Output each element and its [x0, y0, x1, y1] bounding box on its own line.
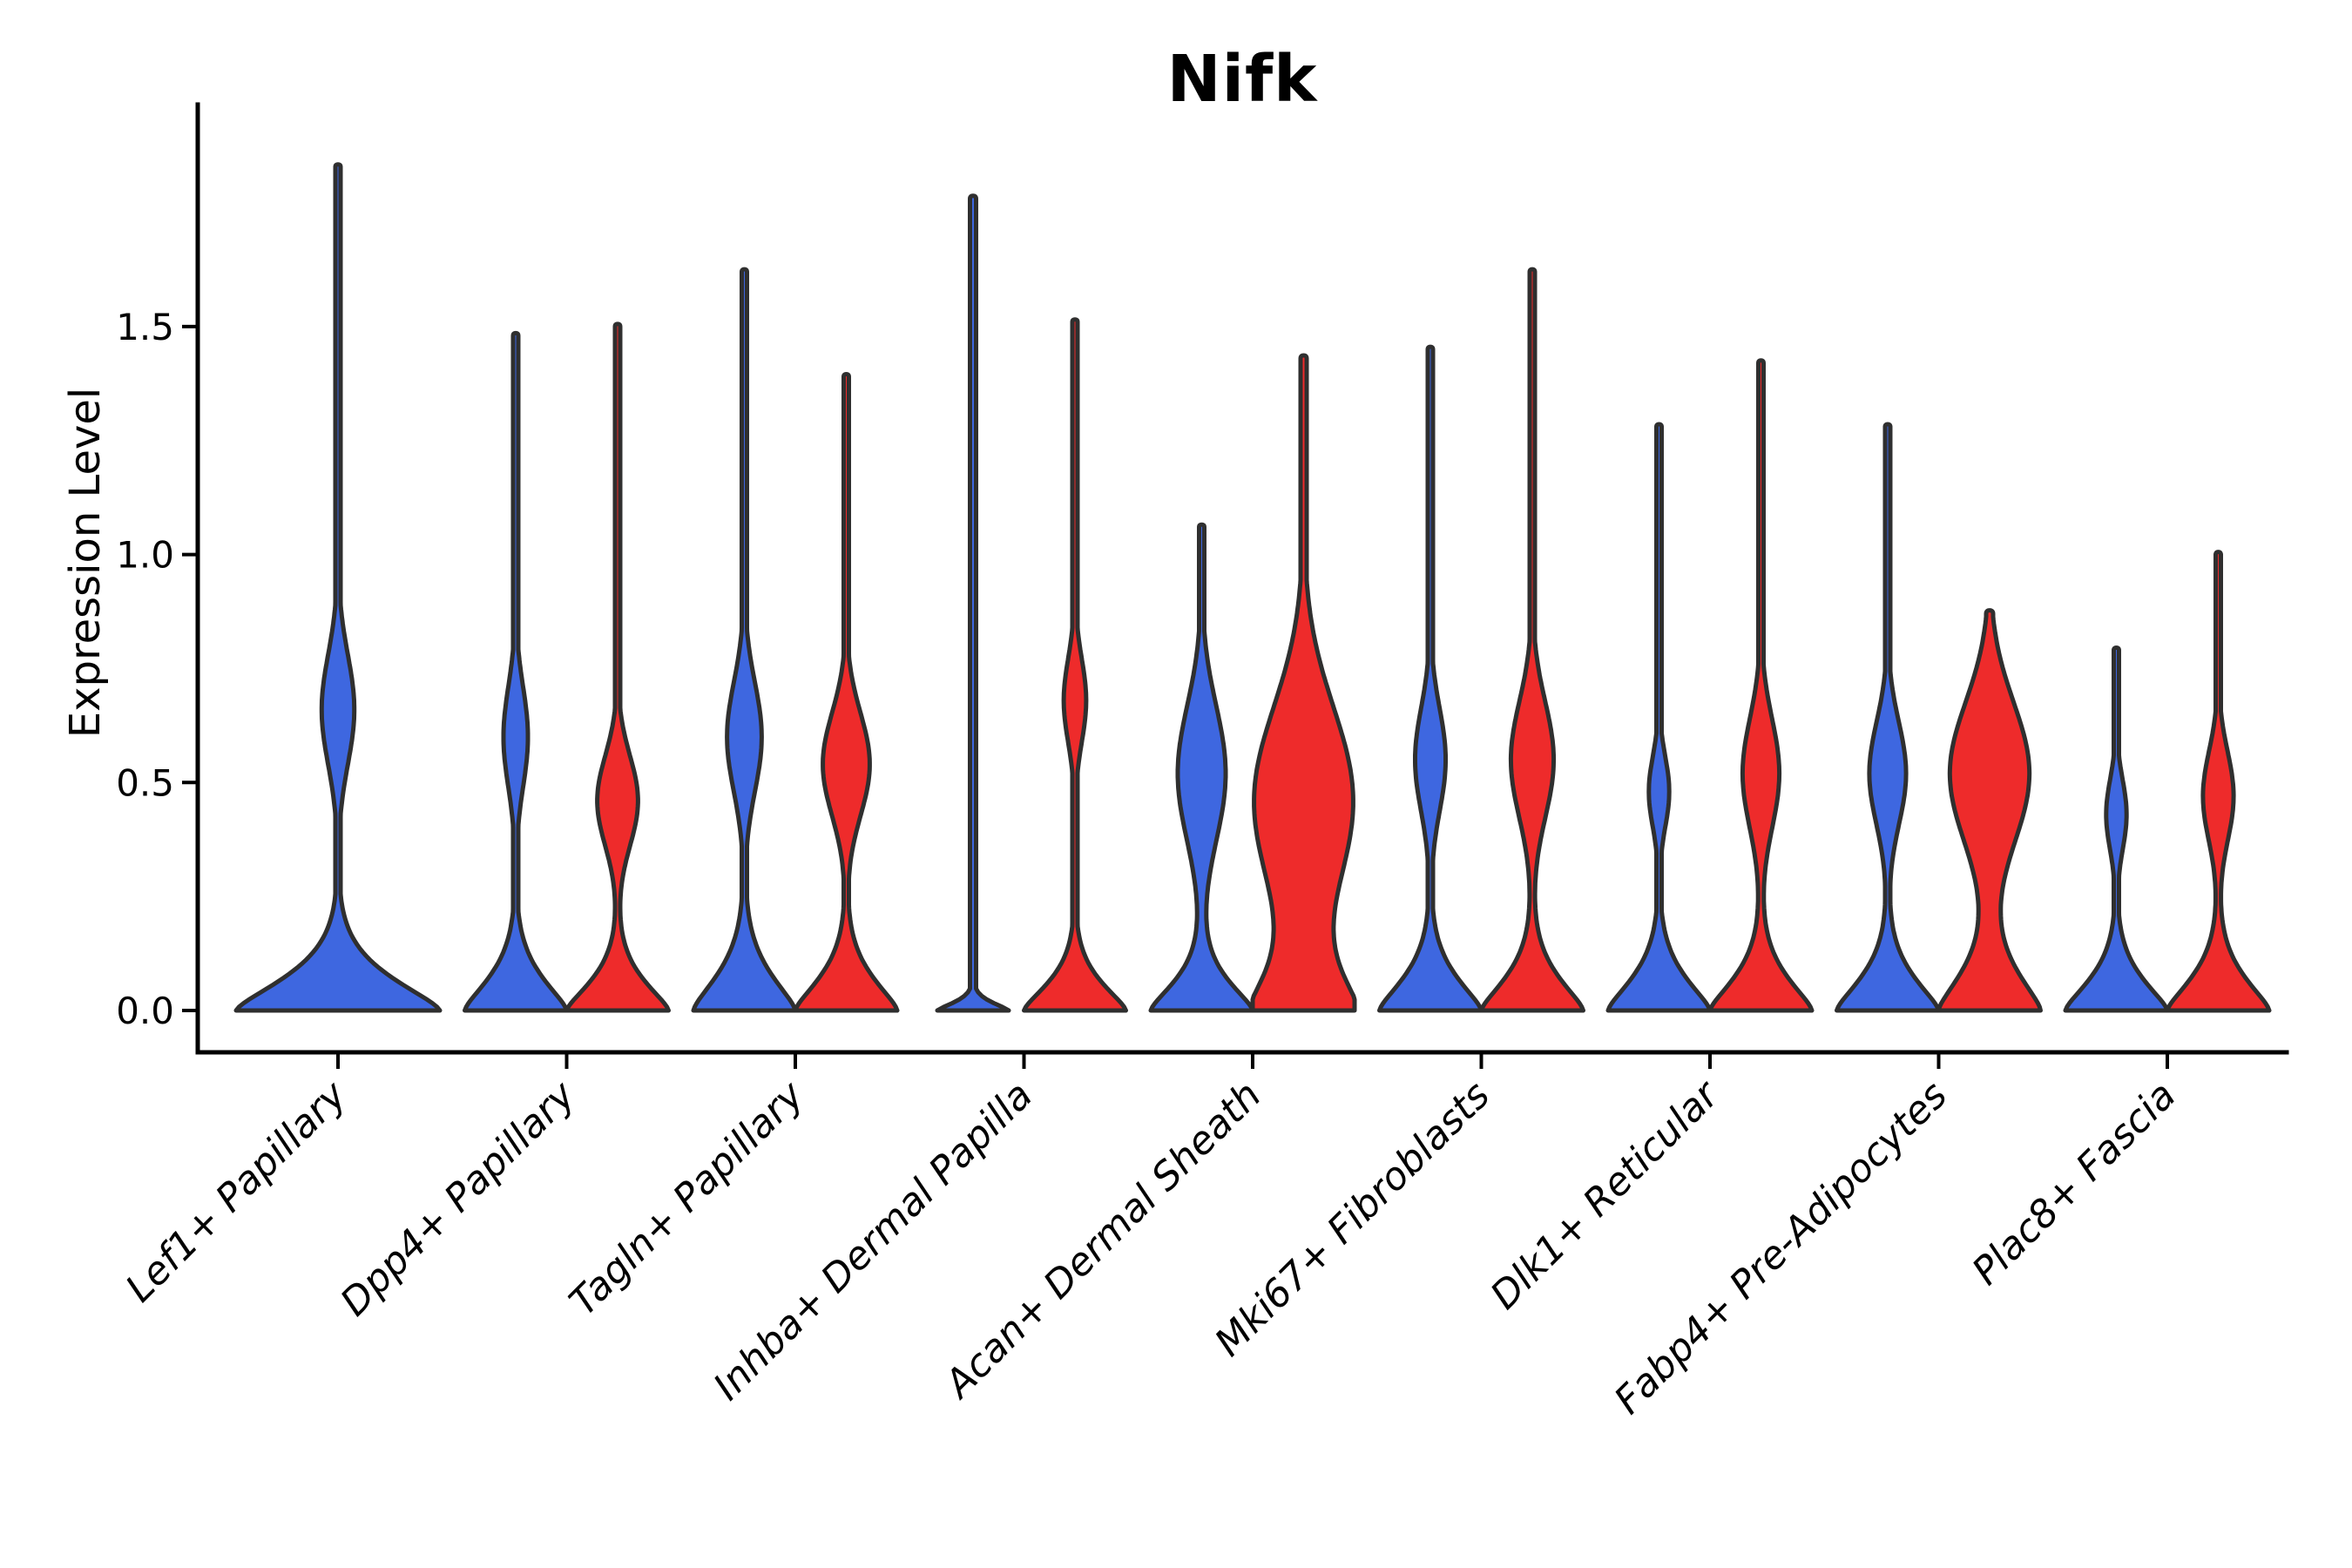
- x-tick-label-tagln-papillary: Tagln+ Papillary: [561, 1072, 813, 1324]
- violin-dpp4-papillary-blue: [463, 330, 569, 1013]
- violin-acan-dermal-sheath-red: [1250, 353, 1357, 1013]
- violin-plac8-fascia-red: [2165, 550, 2272, 1013]
- axes-spines: [195, 102, 2289, 1055]
- violin-dlk1-reticular-blue: [1605, 422, 1713, 1013]
- violin-fabp4-pre-adipocytes-blue: [1835, 422, 1941, 1013]
- x-tick-label-plac8-fascia: Plac8+ Fascia: [1963, 1073, 2184, 1294]
- violin-dpp4-papillary-red: [564, 321, 671, 1013]
- y-tick-label: 1.0: [116, 534, 174, 577]
- violin-lef1-papillary-blue: [233, 162, 443, 1013]
- x-tick-label-dlk1-reticular: Dlk1+ Reticular: [1482, 1071, 1728, 1318]
- x-tick-label-dpp4-papillary: Dpp4+ Papillary: [332, 1072, 585, 1325]
- y-tick-label: 0.0: [116, 990, 174, 1032]
- violin-fabp4-pre-adipocytes-red: [1936, 608, 2043, 1013]
- y-tick-label: 1.5: [116, 306, 174, 348]
- violin-inhba-dermal-papilla-red: [1022, 317, 1128, 1013]
- violin-dlk1-reticular-red: [1707, 358, 1815, 1013]
- page-title: Nifk: [1166, 42, 1318, 117]
- violin-plac8-fascia-blue: [2063, 645, 2170, 1013]
- violin-tagln-papillary-blue: [691, 267, 798, 1013]
- violin-inhba-dermal-papilla-blue: [935, 193, 1011, 1013]
- x-tick-label-lef1-papillary: Lef1+ Papillary: [118, 1072, 356, 1311]
- violin-acan-dermal-sheath-blue: [1148, 522, 1255, 1013]
- violin-tagln-papillary-red: [793, 372, 900, 1013]
- violin-mki67-fibroblasts-red: [1479, 267, 1585, 1013]
- y-tick-label: 0.5: [116, 761, 174, 804]
- violin-mki67-fibroblasts-blue: [1377, 344, 1484, 1013]
